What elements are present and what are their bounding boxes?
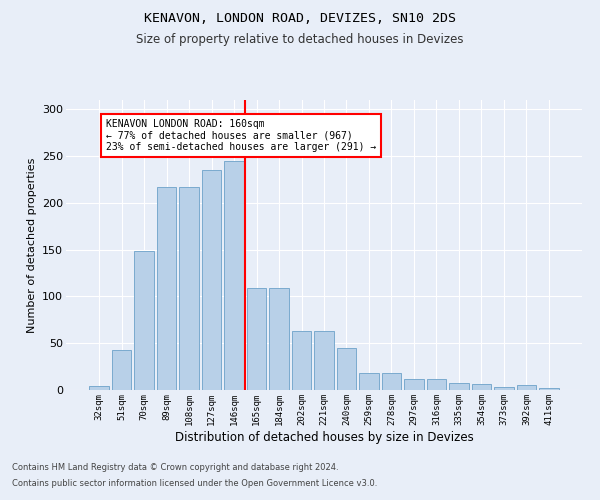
Bar bbox=[134, 250, 154, 390]
Bar bbox=[269, 288, 289, 390]
Bar bbox=[472, 384, 491, 390]
Text: KENAVON LONDON ROAD: 160sqm
← 77% of detached houses are smaller (967)
23% of se: KENAVON LONDON ROAD: 160sqm ← 77% of det… bbox=[106, 118, 376, 152]
Text: KENAVON, LONDON ROAD, DEVIZES, SN10 2DS: KENAVON, LONDON ROAD, DEVIZES, SN10 2DS bbox=[144, 12, 456, 26]
Bar bbox=[157, 187, 176, 390]
X-axis label: Distribution of detached houses by size in Devizes: Distribution of detached houses by size … bbox=[175, 430, 473, 444]
Bar bbox=[359, 373, 379, 390]
Bar bbox=[247, 288, 266, 390]
Bar bbox=[449, 384, 469, 390]
Bar bbox=[494, 387, 514, 390]
Bar bbox=[224, 161, 244, 390]
Text: Contains public sector information licensed under the Open Government Licence v3: Contains public sector information licen… bbox=[12, 478, 377, 488]
Bar bbox=[382, 373, 401, 390]
Bar bbox=[314, 331, 334, 390]
Bar bbox=[404, 379, 424, 390]
Bar bbox=[292, 331, 311, 390]
Text: Contains HM Land Registry data © Crown copyright and database right 2024.: Contains HM Land Registry data © Crown c… bbox=[12, 464, 338, 472]
Bar bbox=[179, 187, 199, 390]
Text: Size of property relative to detached houses in Devizes: Size of property relative to detached ho… bbox=[136, 32, 464, 46]
Bar bbox=[427, 379, 446, 390]
Bar bbox=[89, 386, 109, 390]
Bar bbox=[539, 388, 559, 390]
Y-axis label: Number of detached properties: Number of detached properties bbox=[26, 158, 37, 332]
Bar bbox=[202, 170, 221, 390]
Bar bbox=[112, 350, 131, 390]
Bar bbox=[337, 348, 356, 390]
Bar bbox=[517, 386, 536, 390]
